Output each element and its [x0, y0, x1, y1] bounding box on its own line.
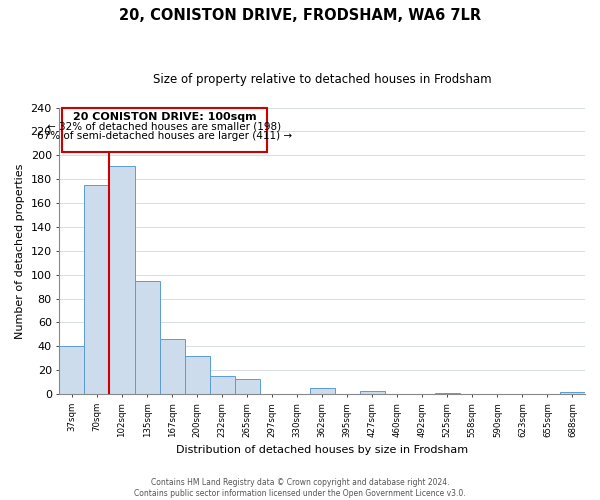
- Bar: [209, 376, 235, 394]
- Text: ← 32% of detached houses are smaller (198): ← 32% of detached houses are smaller (19…: [47, 122, 281, 132]
- Bar: [160, 339, 185, 394]
- Title: Size of property relative to detached houses in Frodsham: Size of property relative to detached ho…: [153, 72, 491, 86]
- Bar: [360, 390, 385, 394]
- FancyBboxPatch shape: [62, 108, 267, 152]
- Text: 67% of semi-detached houses are larger (411) →: 67% of semi-detached houses are larger (…: [37, 132, 292, 141]
- Text: 20, CONISTON DRIVE, FRODSHAM, WA6 7LR: 20, CONISTON DRIVE, FRODSHAM, WA6 7LR: [119, 8, 481, 22]
- Text: 20 CONISTON DRIVE: 100sqm: 20 CONISTON DRIVE: 100sqm: [73, 112, 256, 122]
- Bar: [435, 393, 460, 394]
- Bar: [134, 280, 160, 394]
- Bar: [310, 388, 335, 394]
- Bar: [560, 392, 585, 394]
- Bar: [235, 378, 260, 394]
- Bar: [185, 356, 209, 394]
- Bar: [85, 185, 109, 394]
- Y-axis label: Number of detached properties: Number of detached properties: [15, 163, 25, 338]
- X-axis label: Distribution of detached houses by size in Frodsham: Distribution of detached houses by size …: [176, 445, 468, 455]
- Text: Contains HM Land Registry data © Crown copyright and database right 2024.
Contai: Contains HM Land Registry data © Crown c…: [134, 478, 466, 498]
- Bar: [59, 346, 85, 394]
- Bar: [109, 166, 134, 394]
